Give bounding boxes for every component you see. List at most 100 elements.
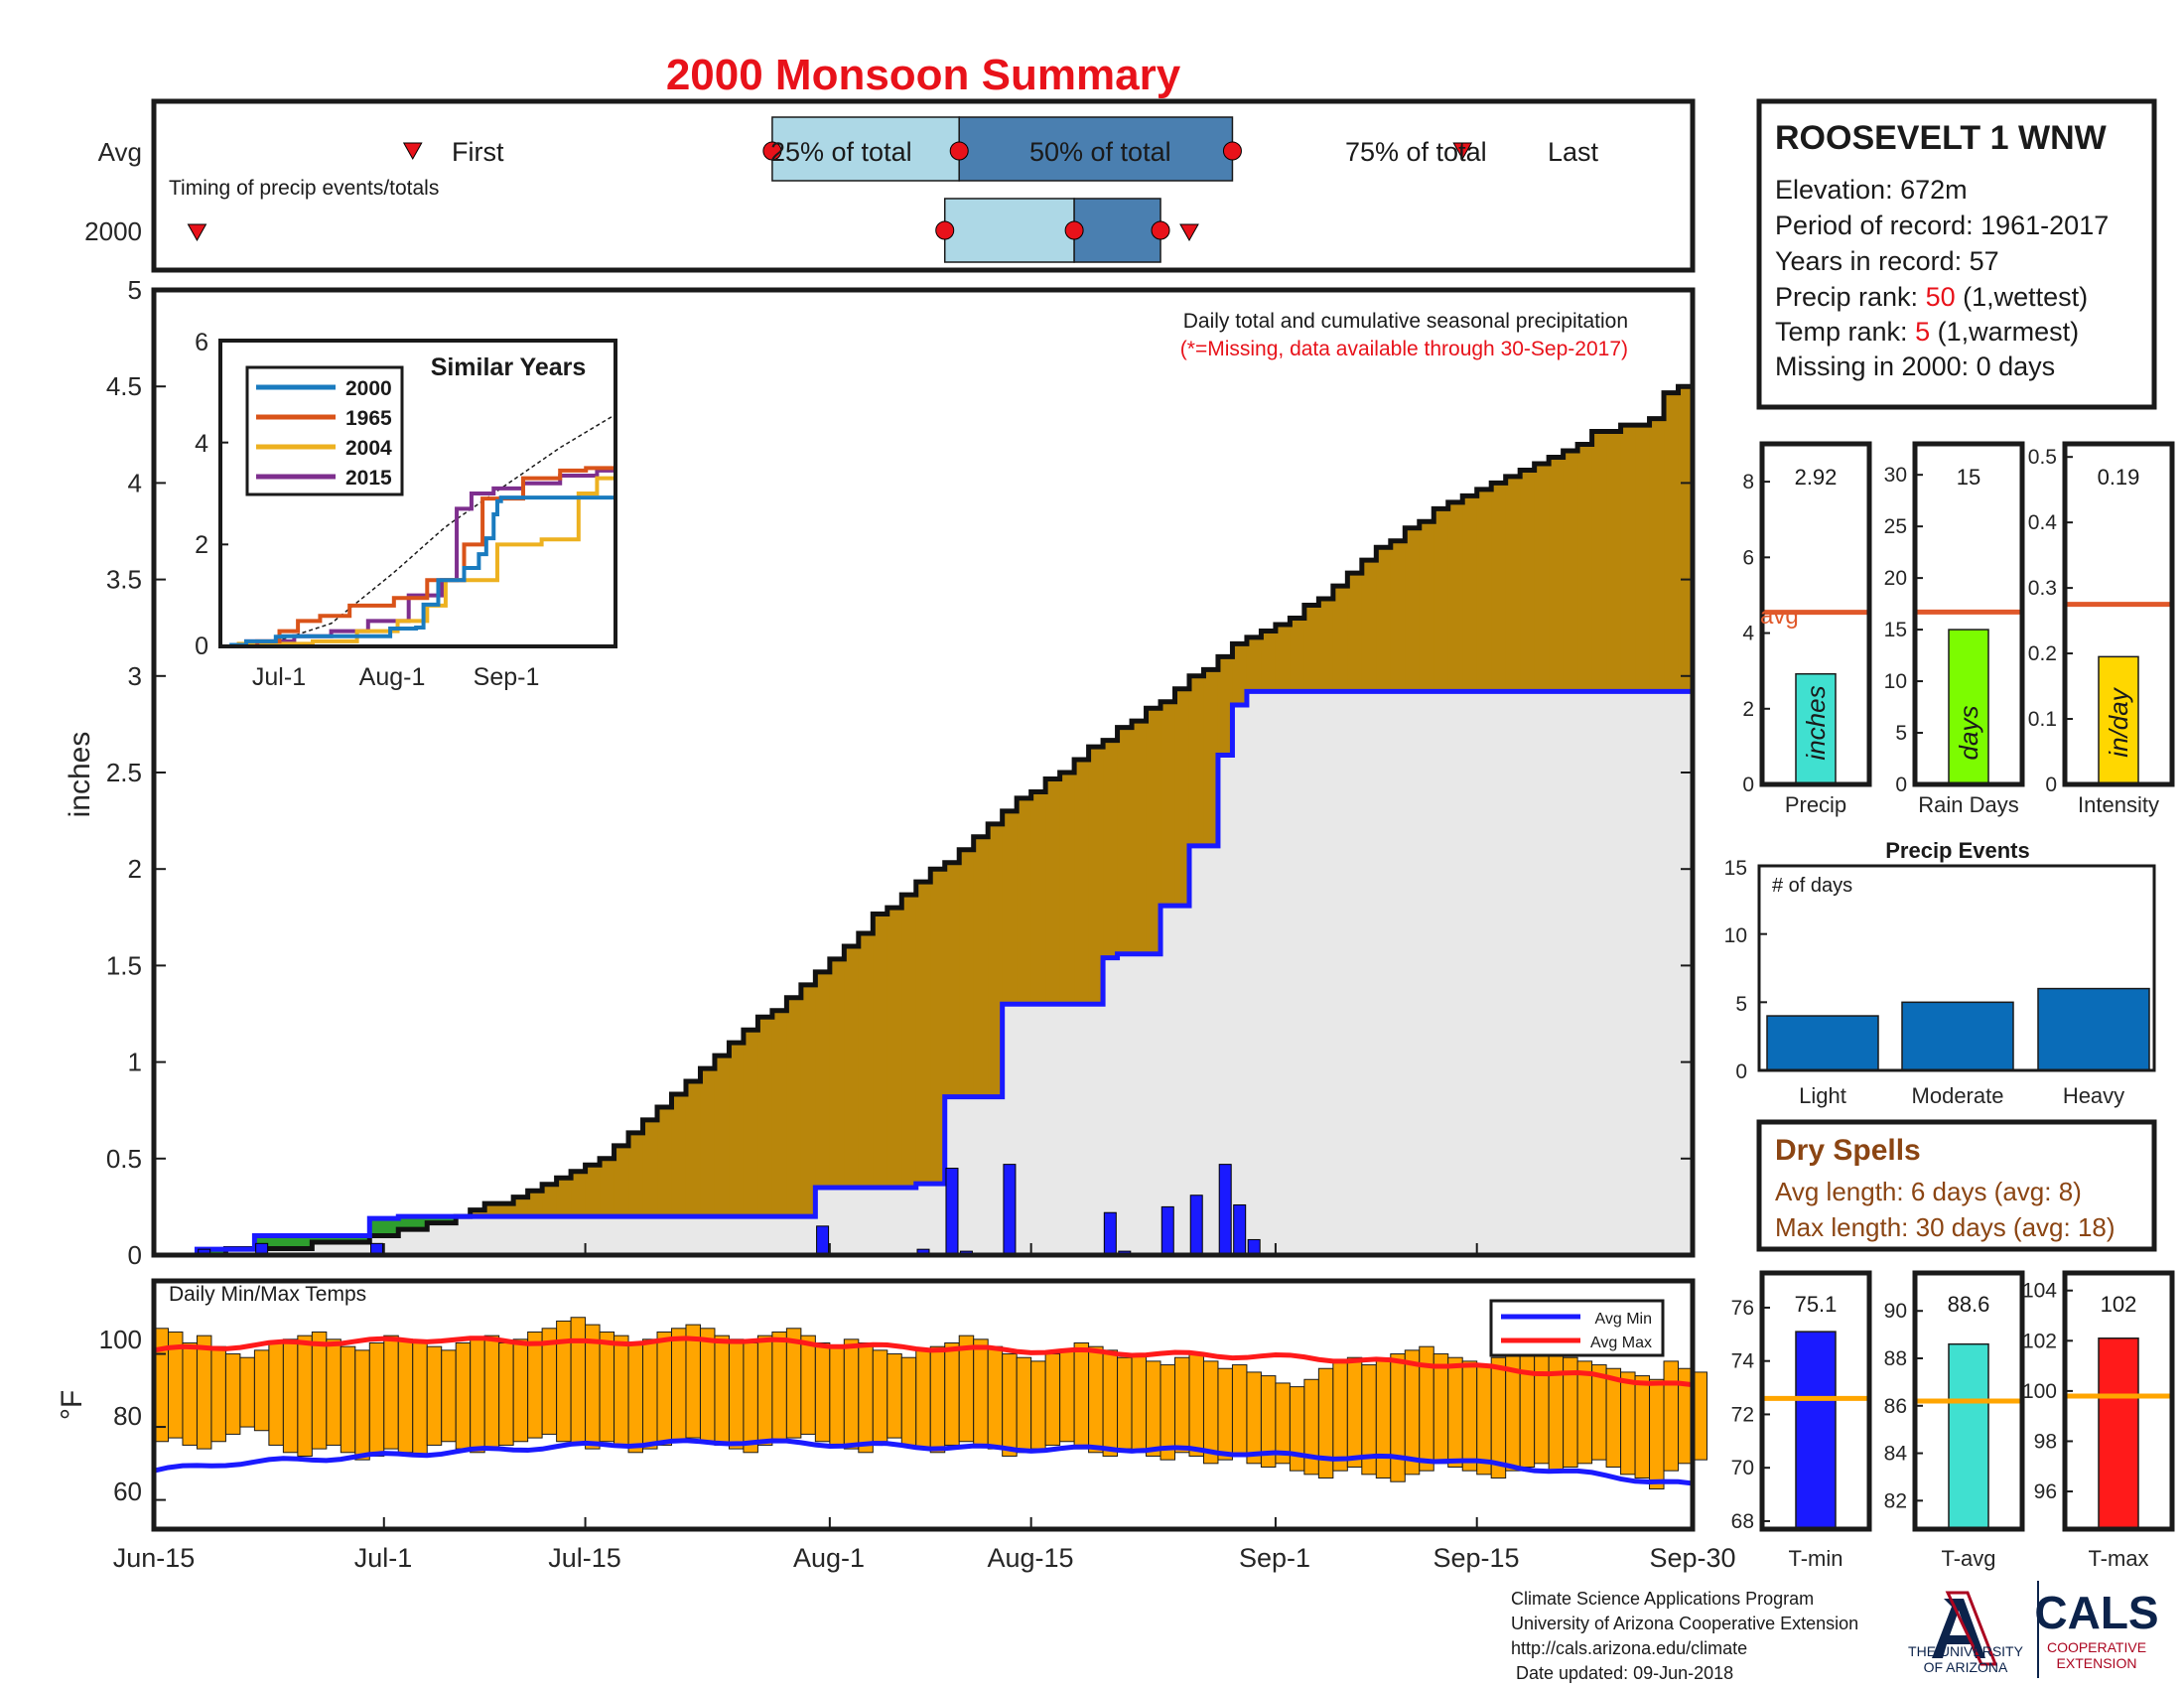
daily-temp-bar xyxy=(1131,1353,1148,1454)
daily-temp-bar xyxy=(1246,1371,1262,1465)
daily-temp-bar xyxy=(1102,1349,1119,1457)
stat-tick-label: 82 xyxy=(1884,1489,1907,1512)
events-cat-light: Light xyxy=(1799,1083,1846,1108)
avg-cumulative-segment xyxy=(1361,560,1377,692)
daily-temp-bar xyxy=(397,1338,414,1454)
x-tick-aug15: Aug-15 xyxy=(987,1543,1073,1573)
avg-cumulative-segment xyxy=(1390,540,1406,692)
daily-temp-bar xyxy=(182,1342,198,1446)
precip-note-line1: Daily total and cumulative seasonal prec… xyxy=(1183,310,1628,333)
inset-title: Similar Years xyxy=(431,353,587,381)
year-p50-marker xyxy=(1064,220,1084,240)
avg-cumulative-segment xyxy=(1563,451,1578,692)
avg-cumulative-segment xyxy=(1160,701,1176,907)
daily-temp-bar xyxy=(1634,1375,1651,1479)
inset-series-line-1965 xyxy=(220,466,615,648)
daily-precip-bar xyxy=(1103,1211,1117,1256)
avg-cumulative-segment xyxy=(484,1203,500,1217)
avg-cumulative-segment xyxy=(757,1017,773,1217)
avg-cumulative-segment xyxy=(700,1068,716,1217)
timing-p50-label: 50% of total xyxy=(1029,137,1171,167)
year-50-75-box xyxy=(1073,198,1161,263)
stat-tick-label: 84 xyxy=(1884,1443,1908,1466)
inset-legend-label-2015: 2015 xyxy=(345,467,392,490)
avg-cumulative-segment xyxy=(571,1171,587,1217)
daily-temp-bar xyxy=(1346,1356,1363,1469)
stat-tick-label: 4 xyxy=(1742,623,1754,645)
ua-line2: OF ARIZONA xyxy=(1924,1659,2008,1675)
avg-cumulative-segment xyxy=(1059,773,1075,1005)
daily-temp-bar xyxy=(470,1338,485,1454)
stat-bar xyxy=(1795,1331,1837,1530)
temps-legend-max-label: Avg Max xyxy=(1590,1335,1652,1351)
daily-temp-bar xyxy=(958,1335,975,1443)
timing-last-label: Last xyxy=(1548,137,1599,167)
stat-tick-label: 100 xyxy=(2022,1380,2057,1403)
daily-temp-bar xyxy=(498,1342,514,1446)
avg-cumulative-segment xyxy=(312,1235,328,1243)
avg-cumulative-segment xyxy=(657,1106,673,1217)
daily-temp-bar xyxy=(685,1324,701,1439)
stat-tick-label: 0.3 xyxy=(2028,577,2057,600)
temps-legend-box xyxy=(1489,1299,1665,1357)
precip-note-line2: (*=Missing, data available through 30-Se… xyxy=(1180,338,1628,360)
stat-tick-label: 104 xyxy=(2022,1280,2057,1303)
inset-series-line-2004 xyxy=(220,476,617,648)
daily-temp-bar xyxy=(1404,1349,1421,1476)
inset-legend-label-2000: 2000 xyxy=(345,377,392,400)
daily-temp-bar xyxy=(311,1331,328,1450)
inset-plot-area xyxy=(219,340,617,648)
block-a-logo-inner xyxy=(1945,1591,1998,1666)
daily-temp-bar xyxy=(1217,1367,1233,1461)
events-bar-heavy xyxy=(2037,987,2150,1071)
dry-spells-title: Dry Spells xyxy=(1775,1134,1921,1167)
daily-temp-bar xyxy=(368,1342,385,1457)
daily-temp-bar xyxy=(326,1338,341,1446)
timing-row-year-label: 2000 xyxy=(84,216,142,246)
daily-temp-bar xyxy=(483,1335,500,1450)
y-tick-label: 5 xyxy=(128,275,142,305)
avg-cumulative-segment xyxy=(973,836,989,1097)
stat-tick-label: 0.5 xyxy=(2028,446,2057,469)
avg-cumulative-segment xyxy=(1132,721,1148,954)
cals-sub1: COOPERATIVE xyxy=(2047,1639,2146,1655)
stat-panel-frame xyxy=(2062,1270,2175,1532)
stat-tick-label: 15 xyxy=(1884,619,1907,641)
avg-cumulative-segment xyxy=(513,1196,529,1217)
daily-temp-bar xyxy=(728,1338,745,1450)
daily-precip-bar xyxy=(816,1225,830,1256)
avg-cumulative-segment xyxy=(283,1235,299,1249)
avg-cumulative-segment xyxy=(1491,483,1507,692)
daily-temp-bar xyxy=(1073,1342,1090,1450)
timing-p25-label: 25% of total xyxy=(770,137,912,167)
daily-temp-bar xyxy=(455,1342,472,1450)
stat-tick-label: 8 xyxy=(1742,471,1754,493)
avg-cumulative-segment xyxy=(988,823,1004,1097)
year-25-50-box xyxy=(943,198,1075,263)
avg-cumulative-segment xyxy=(498,1203,514,1217)
avg-cumulative-segment xyxy=(1217,656,1234,756)
footer-line1: Climate Science Applications Program xyxy=(1511,1589,1814,1609)
stat-tick-label: 0.4 xyxy=(2028,511,2058,534)
avg-cumulative-segment xyxy=(743,1030,759,1217)
station-precip-rank: Precip rank: 50 (1,wettest) xyxy=(1775,282,2088,312)
stat-tick-label: 2 xyxy=(1742,698,1754,721)
daily-temp-bar xyxy=(1231,1364,1248,1457)
precip-events-panel: Precip Events # of days 0 5 10 15 Light … xyxy=(1724,838,2156,1108)
stat-tick-label: 0.2 xyxy=(2028,642,2057,665)
inset-x-tick-aug1: Aug-1 xyxy=(359,663,426,691)
university-of-arizona-logo: THE UNIVERSITY OF ARIZONA CALS COOPERATI… xyxy=(1908,1581,2159,1678)
daily-temp-bar xyxy=(1576,1360,1593,1465)
avg-cumulative-segment xyxy=(1678,386,1694,692)
daily-temp-bar xyxy=(210,1345,226,1443)
avg-cumulative-segment xyxy=(915,882,931,1185)
precip-rank-prefix: Precip rank: xyxy=(1775,282,1926,312)
avg-cumulative-segment xyxy=(844,945,860,1188)
avg-cumulative-segment xyxy=(1045,778,1061,1005)
daily-temp-bar xyxy=(268,1342,284,1446)
tmin-label: T-min xyxy=(1789,1546,1843,1571)
daily-temp-bar xyxy=(1605,1367,1622,1469)
daily-temp-bar xyxy=(1016,1356,1032,1454)
avg-p75-marker xyxy=(1222,141,1242,161)
raindays-panel-label: Rain Days xyxy=(1918,792,2018,817)
